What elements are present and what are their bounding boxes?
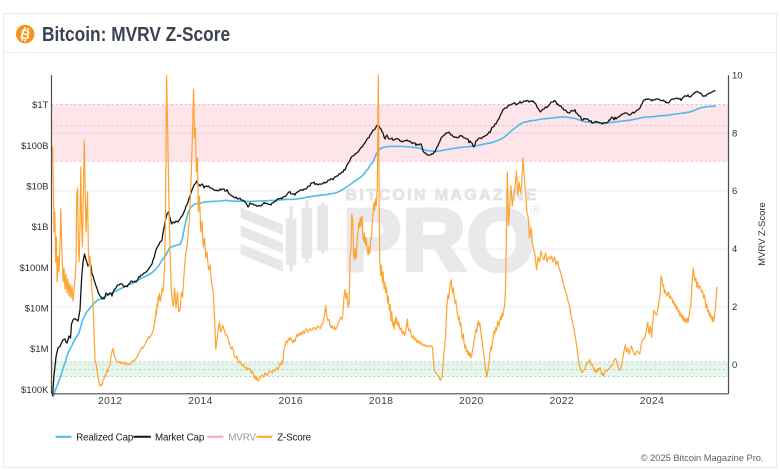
svg-text:$100B: $100B	[21, 141, 48, 152]
svg-text:Market Cap: Market Cap	[155, 432, 205, 443]
svg-text:2020: 2020	[459, 396, 484, 407]
svg-text:®: ®	[531, 203, 541, 218]
svg-text:4: 4	[732, 244, 737, 255]
svg-text:$1B: $1B	[32, 222, 49, 233]
svg-text:6: 6	[732, 186, 737, 197]
svg-text:2: 2	[732, 302, 737, 313]
svg-text:Z-Score: Z-Score	[277, 432, 311, 443]
svg-text:$1M: $1M	[30, 344, 49, 355]
svg-text:2012: 2012	[98, 396, 123, 407]
svg-text:$1T: $1T	[32, 100, 49, 111]
svg-text:10: 10	[732, 70, 743, 81]
svg-text:2022: 2022	[549, 396, 574, 407]
svg-text:2018: 2018	[369, 396, 394, 407]
svg-text:© 2025 Bitcoin Magazine Pro.: © 2025 Bitcoin Magazine Pro.	[641, 452, 764, 463]
svg-text:MVRV: MVRV	[228, 432, 256, 443]
svg-text:2016: 2016	[279, 396, 304, 407]
svg-text:BITCOIN MAGAZINE: BITCOIN MAGAZINE	[346, 187, 540, 204]
svg-text:0: 0	[732, 360, 737, 371]
svg-text:2014: 2014	[188, 396, 213, 407]
svg-text:8: 8	[732, 128, 737, 139]
svg-text:Realized Cap: Realized Cap	[76, 432, 134, 443]
svg-text:$10B: $10B	[26, 181, 48, 192]
svg-text:MVRV Z-Score: MVRV Z-Score	[757, 202, 768, 266]
svg-text:$10M: $10M	[25, 303, 49, 314]
svg-text:$100M: $100M	[19, 263, 48, 274]
svg-text:2024: 2024	[640, 396, 665, 407]
svg-text:$100K: $100K	[21, 385, 49, 396]
